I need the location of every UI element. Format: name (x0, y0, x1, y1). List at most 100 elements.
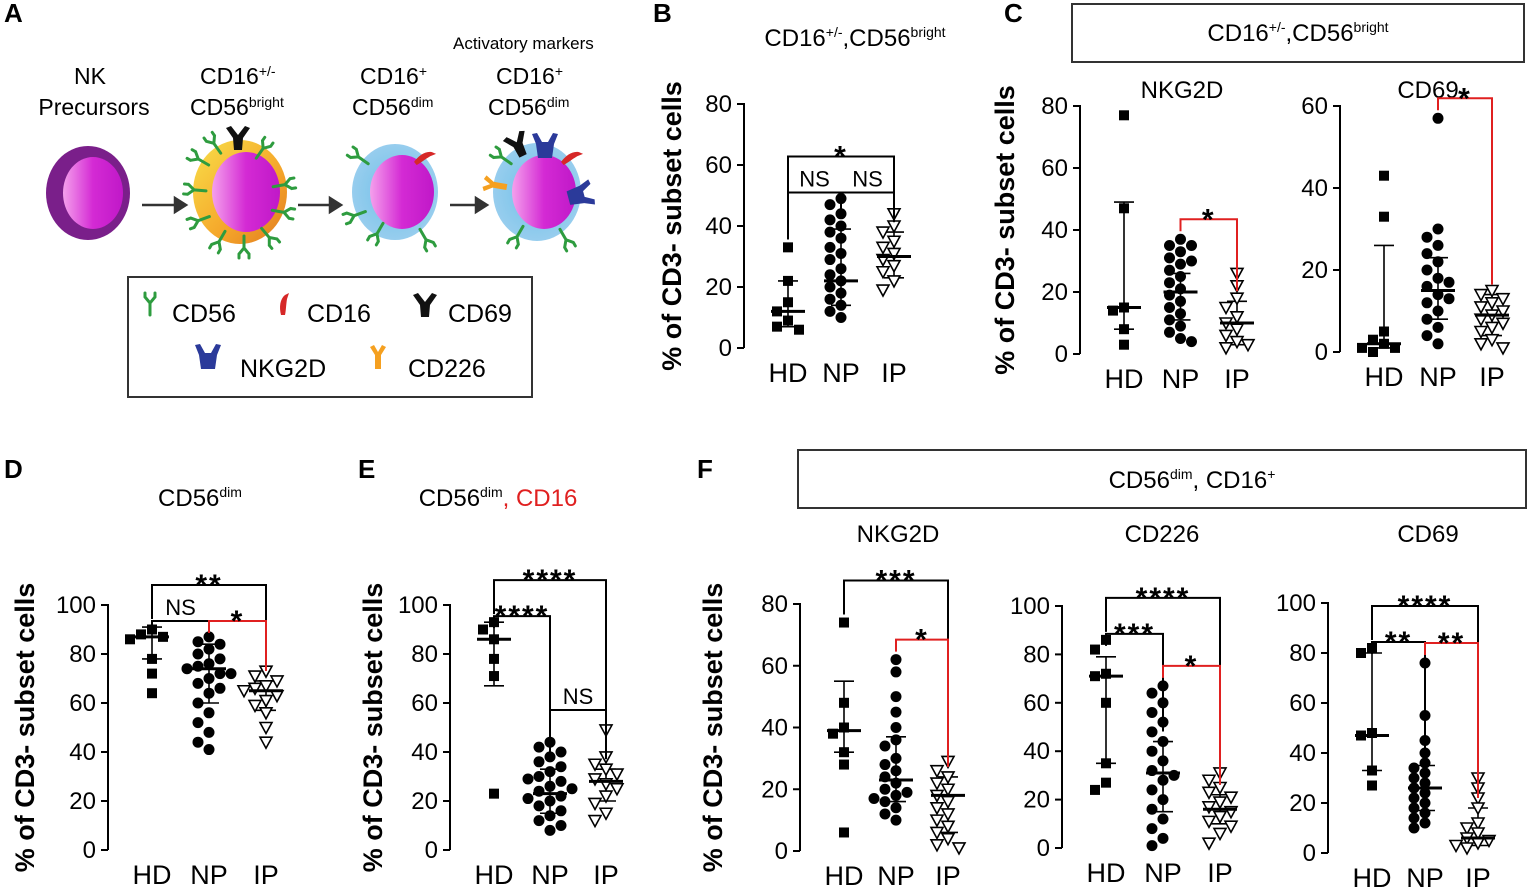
significance-label: **** (1398, 590, 1453, 623)
arrow-1 (173, 195, 189, 215)
data-point (839, 747, 849, 758)
data-point (835, 220, 847, 232)
data-point (203, 707, 215, 719)
data-point (890, 666, 902, 678)
group-ip (1473, 284, 1511, 356)
data-point (1432, 112, 1444, 124)
data-point (835, 299, 847, 311)
chart-title-sup: +/- (826, 24, 843, 40)
data-point (1101, 758, 1111, 769)
data-point (839, 722, 849, 733)
group-np (1146, 680, 1180, 852)
x-category-label: NP (1144, 858, 1182, 888)
significance-label: * (1458, 82, 1472, 115)
significance-bracket: **** (493, 564, 607, 760)
data-point (929, 801, 945, 816)
bracket-line (208, 620, 267, 671)
y-tick-label: 20 (411, 788, 438, 815)
significance-bracket: * (1437, 82, 1493, 285)
data-point (1495, 317, 1511, 331)
data-point (824, 293, 836, 305)
chart-title-main: CD16 (764, 25, 825, 52)
y-tick-label: 20 (1301, 257, 1328, 284)
significance-label: ** (195, 569, 222, 602)
y-tick-label: 40 (69, 739, 96, 766)
panel-label-e: E (358, 454, 375, 484)
cd56-receptor (488, 145, 513, 166)
header-f-main2: , CD16 (1193, 467, 1268, 494)
nkg2d-receptor (566, 179, 595, 205)
bracket-line (840, 191, 895, 223)
stage-3-sup2: dim (411, 94, 434, 110)
data-point (1470, 802, 1486, 816)
stage-4-cd16: CD16 (496, 63, 555, 89)
chart-title: CD16+/-,CD56bright (764, 24, 945, 52)
data-point (269, 675, 285, 689)
group-ip (587, 724, 625, 829)
significance-label: * (834, 141, 848, 174)
data-point (839, 697, 849, 708)
significance-label: * (1185, 650, 1199, 683)
svg-text:CD16+: CD16+ (496, 63, 563, 89)
cd56-receptor (345, 145, 370, 166)
chart-title-main: NKG2D (857, 521, 940, 548)
y-tick-label: 60 (1023, 690, 1050, 717)
data-point (1368, 334, 1378, 345)
bracket-line (1179, 218, 1238, 292)
group-ip (236, 665, 285, 750)
data-point (1408, 792, 1420, 804)
cd56-receptor (254, 135, 275, 160)
chart-title-main: CD69 (1397, 521, 1458, 548)
x-category-label: NP (822, 358, 860, 388)
group-np (181, 631, 237, 756)
data-point (147, 653, 157, 664)
cd56bright-nucleus (212, 152, 280, 232)
y-tick-label: 60 (1289, 690, 1316, 717)
data-point (890, 789, 902, 801)
data-point (203, 687, 215, 699)
data-point (875, 265, 891, 280)
y-tick-label: 0 (1315, 339, 1328, 366)
x-category-label: IP (1207, 858, 1233, 888)
data-point (1212, 827, 1228, 842)
data-point (533, 756, 545, 768)
chart-title-main: CD226 (1125, 521, 1200, 548)
x-category-label: HD (825, 861, 864, 891)
significance-label: NS (165, 595, 196, 620)
data-point (1443, 293, 1455, 305)
chart-e: CD56dim, CD16 0 20 40 60 80 100 % of CD3- subse… (358, 484, 625, 890)
data-point (824, 281, 836, 293)
data-point (247, 699, 263, 714)
data-point (1495, 342, 1511, 356)
bracket-line (549, 708, 607, 760)
cd16-receptor (561, 151, 584, 165)
data-point (1379, 211, 1389, 222)
data-point (886, 275, 902, 289)
data-point (1408, 762, 1420, 774)
chart-title-main: CD56 (419, 485, 480, 512)
y-tick-label: 20 (1289, 790, 1316, 817)
x-category-label: HD (769, 358, 808, 388)
data-point (1408, 822, 1420, 834)
stage-cd56bright: CD16+/- CD56bright (190, 63, 287, 244)
y-tick-label: 60 (761, 653, 788, 680)
data-point (929, 764, 945, 779)
legend-box (127, 276, 533, 398)
significance-label: ** (1385, 626, 1412, 659)
group-ip (929, 755, 967, 856)
data-point (835, 247, 847, 259)
y-tick-label: 0 (719, 335, 732, 362)
data-point (147, 688, 157, 699)
data-point (1175, 258, 1186, 270)
data-point (1473, 325, 1489, 340)
surface-receptors (182, 126, 595, 260)
x-category-label: NP (1162, 364, 1200, 394)
data-point (886, 235, 902, 249)
cd56-receptor (270, 206, 297, 221)
data-point (1408, 812, 1420, 824)
data-point (1164, 264, 1175, 276)
chart-title-sup: dim (480, 484, 503, 500)
